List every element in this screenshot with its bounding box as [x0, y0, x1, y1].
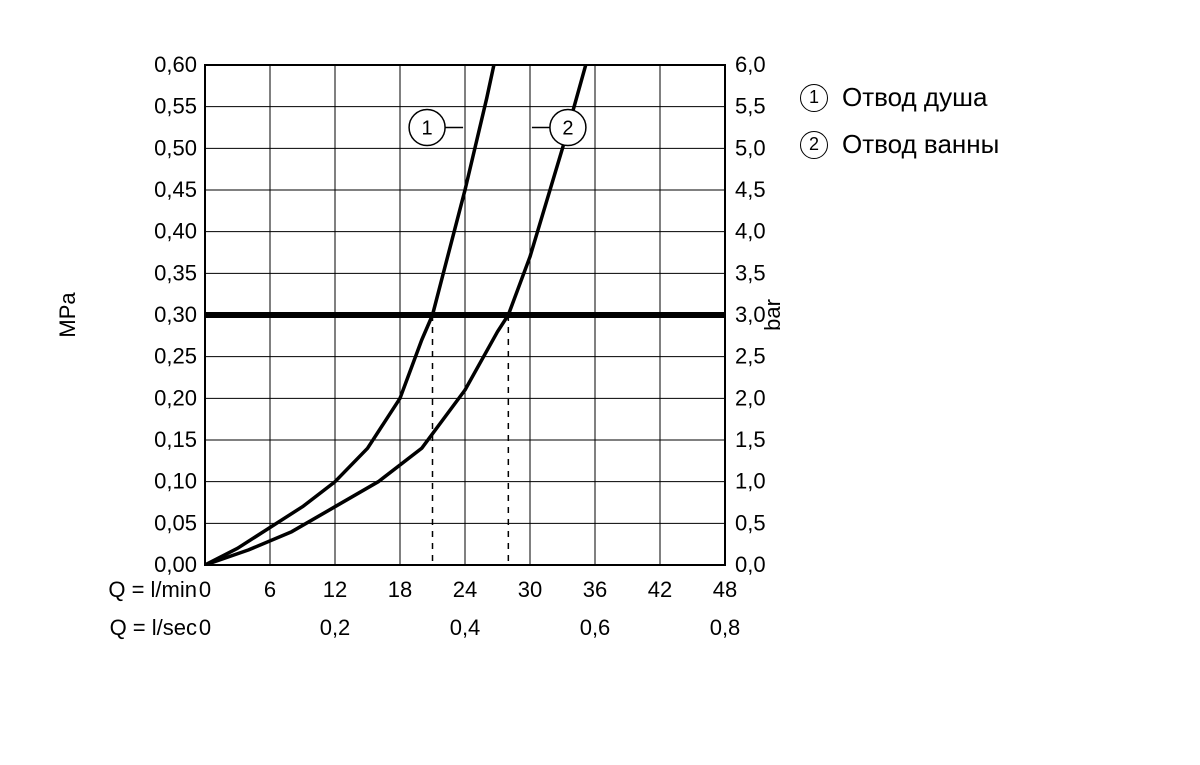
svg-text:30: 30 [518, 577, 542, 602]
legend-item: 2 Отвод ванны [800, 129, 999, 160]
svg-text:1: 1 [422, 118, 433, 140]
svg-text:0,50: 0,50 [154, 135, 197, 160]
svg-text:42: 42 [648, 577, 672, 602]
svg-text:Q = l/sec: Q = l/sec [110, 615, 197, 640]
svg-text:6,0: 6,0 [735, 55, 766, 77]
svg-text:18: 18 [388, 577, 412, 602]
legend-label: Отвод ванны [842, 129, 999, 160]
svg-text:0,20: 0,20 [154, 385, 197, 410]
svg-text:12: 12 [323, 577, 347, 602]
svg-text:0,5: 0,5 [735, 510, 766, 535]
svg-text:0,05: 0,05 [154, 510, 197, 535]
svg-text:0,45: 0,45 [154, 177, 197, 202]
svg-text:0,2: 0,2 [320, 615, 351, 640]
svg-text:0,30: 0,30 [154, 302, 197, 327]
svg-text:4,0: 4,0 [735, 219, 766, 244]
svg-text:0,60: 0,60 [154, 55, 197, 77]
svg-text:bar: bar [760, 299, 785, 331]
svg-text:3,5: 3,5 [735, 260, 766, 285]
svg-text:MPa: MPa [55, 292, 80, 338]
svg-text:36: 36 [583, 577, 607, 602]
svg-text:1,5: 1,5 [735, 427, 766, 452]
svg-text:0,35: 0,35 [154, 260, 197, 285]
svg-text:0,4: 0,4 [450, 615, 481, 640]
legend-marker-2: 2 [800, 131, 828, 159]
svg-text:1,0: 1,0 [735, 469, 766, 494]
svg-text:2,0: 2,0 [735, 385, 766, 410]
svg-text:0,55: 0,55 [154, 94, 197, 119]
svg-text:0,8: 0,8 [710, 615, 741, 640]
svg-text:24: 24 [453, 577, 477, 602]
svg-text:0,6: 0,6 [580, 615, 611, 640]
chart-svg: 120,000,050,100,150,200,250,300,350,400,… [20, 55, 820, 685]
legend-marker-1: 1 [800, 84, 828, 112]
pressure-flow-chart: 120,000,050,100,150,200,250,300,350,400,… [20, 55, 660, 675]
legend-label: Отвод душа [842, 82, 987, 113]
svg-text:0,0: 0,0 [735, 552, 766, 577]
svg-text:0: 0 [199, 615, 211, 640]
svg-text:2,5: 2,5 [735, 344, 766, 369]
svg-text:0,10: 0,10 [154, 469, 197, 494]
svg-text:48: 48 [713, 577, 737, 602]
svg-text:5,5: 5,5 [735, 94, 766, 119]
svg-text:Q = l/min: Q = l/min [108, 577, 197, 602]
svg-text:0,00: 0,00 [154, 552, 197, 577]
svg-text:5,0: 5,0 [735, 135, 766, 160]
svg-text:4,5: 4,5 [735, 177, 766, 202]
svg-text:0: 0 [199, 577, 211, 602]
svg-text:0,15: 0,15 [154, 427, 197, 452]
svg-text:2: 2 [562, 118, 573, 140]
svg-text:0,40: 0,40 [154, 219, 197, 244]
svg-text:0,25: 0,25 [154, 344, 197, 369]
legend: 1 Отвод душа 2 Отвод ванны [800, 82, 999, 176]
svg-text:6: 6 [264, 577, 276, 602]
legend-item: 1 Отвод душа [800, 82, 999, 113]
